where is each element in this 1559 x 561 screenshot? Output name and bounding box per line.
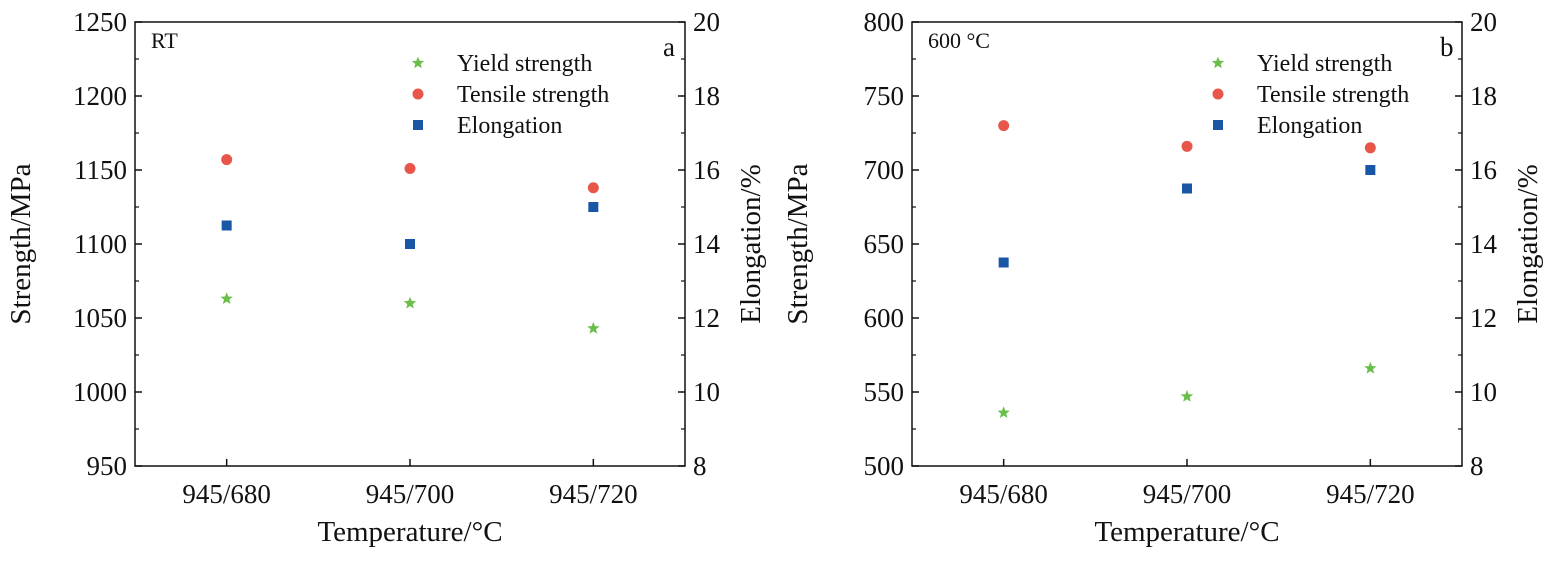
y2-tick-label: 20 bbox=[693, 7, 720, 37]
y-tick-label: 1000 bbox=[73, 377, 127, 407]
y2-tick-label: 16 bbox=[693, 155, 720, 185]
y2-tick-label: 12 bbox=[693, 303, 720, 333]
x-tick-label: 945/700 bbox=[1143, 479, 1232, 509]
y-tick-label: 950 bbox=[87, 451, 128, 481]
x-tick-label: 945/700 bbox=[366, 479, 455, 509]
y-tick-label: 1100 bbox=[74, 229, 127, 259]
y2-tick-label: 16 bbox=[1470, 155, 1497, 185]
data-point-star bbox=[587, 321, 600, 334]
data-point-square bbox=[998, 257, 1009, 268]
y2-tick-label: 20 bbox=[1470, 7, 1497, 37]
data-point-circle bbox=[1364, 142, 1376, 154]
data-point-star bbox=[403, 296, 417, 309]
y-tick-label: 550 bbox=[864, 377, 905, 407]
x-axis-label: Temperature/°C bbox=[1094, 516, 1279, 548]
y-axis-label: Strength/MPa bbox=[782, 163, 814, 324]
legend-label: Yield strength bbox=[457, 51, 592, 77]
legend-marker-circle bbox=[1212, 88, 1224, 100]
y-tick-label: 650 bbox=[864, 229, 905, 259]
x-tick-label: 945/720 bbox=[549, 479, 638, 509]
data-point-square bbox=[405, 239, 415, 249]
y2-tick-label: 14 bbox=[1470, 229, 1498, 259]
y2-tick-label: 8 bbox=[693, 451, 707, 481]
y-tick-label: 500 bbox=[864, 451, 905, 481]
y2-tick-label: 18 bbox=[1470, 81, 1497, 111]
y2-tick-label: 12 bbox=[1470, 303, 1497, 333]
chart-panel-b: 500 550 600 650 700 750 800 8 10 12 14 16 18 20 945/68… bbox=[782, 7, 1544, 548]
legend-marker-circle bbox=[412, 88, 424, 100]
data-point-square bbox=[1182, 183, 1192, 194]
y2-tick-label: 10 bbox=[693, 377, 720, 407]
y-tick-label: 800 bbox=[864, 7, 905, 37]
legend-marker-square bbox=[1213, 120, 1223, 130]
data-point-square bbox=[221, 220, 232, 231]
legend-marker-square bbox=[413, 120, 423, 130]
legend-marker-star bbox=[411, 56, 425, 69]
y-tick-label: 700 bbox=[864, 155, 905, 185]
y-tick-label: 1200 bbox=[73, 81, 127, 111]
y2-axis-label: Elongation/% bbox=[735, 164, 767, 323]
condition-label: 600 °C bbox=[928, 28, 990, 53]
y-axis-label: Strength/MPa bbox=[5, 163, 37, 324]
y2-tick-label: 8 bbox=[1470, 451, 1484, 481]
data-point-star bbox=[997, 406, 1010, 418]
data-point-circle bbox=[587, 182, 599, 194]
legend-label: Yield strength bbox=[1257, 51, 1392, 77]
x-tick-label: 945/720 bbox=[1326, 479, 1415, 509]
y2-tick-label: 10 bbox=[1470, 377, 1497, 407]
data-point-star bbox=[220, 292, 233, 304]
panel-label: a bbox=[663, 32, 675, 62]
y-tick-label: 1150 bbox=[74, 155, 127, 185]
data-point-circle bbox=[998, 120, 1010, 132]
legend-label: Tensile strength bbox=[1257, 82, 1409, 108]
y-tick-label: 600 bbox=[864, 303, 905, 333]
x-axis-label: Temperature/°C bbox=[317, 516, 502, 548]
chart-panel-a: 950 1000 1050 1100 1150 1200 1250 8 10 12 14 16 18 20… bbox=[5, 7, 767, 548]
y2-tick-label: 18 bbox=[693, 81, 720, 111]
data-point-circle bbox=[1181, 140, 1193, 152]
legend-label: Elongation bbox=[1257, 113, 1362, 139]
y-tick-label: 1050 bbox=[73, 303, 127, 333]
y2-axis-label: Elongation/% bbox=[1512, 164, 1544, 323]
legend-label: Tensile strength bbox=[457, 82, 609, 108]
condition-label: RT bbox=[151, 28, 178, 53]
data-point-square bbox=[588, 202, 599, 212]
y2-tick-label: 14 bbox=[693, 229, 721, 259]
legend-label: Elongation bbox=[457, 113, 562, 139]
data-point-square bbox=[1365, 165, 1376, 175]
data-point-circle bbox=[404, 163, 416, 175]
data-point-star bbox=[1364, 361, 1377, 374]
legend-marker-star bbox=[1211, 56, 1225, 69]
y-tick-label: 750 bbox=[864, 81, 905, 111]
data-point-star bbox=[1180, 389, 1194, 402]
panel-label: b bbox=[1440, 32, 1454, 62]
x-tick-label: 945/680 bbox=[182, 479, 271, 509]
y-tick-label: 1250 bbox=[73, 7, 127, 37]
x-tick-label: 945/680 bbox=[959, 479, 1048, 509]
data-point-circle bbox=[221, 154, 233, 166]
